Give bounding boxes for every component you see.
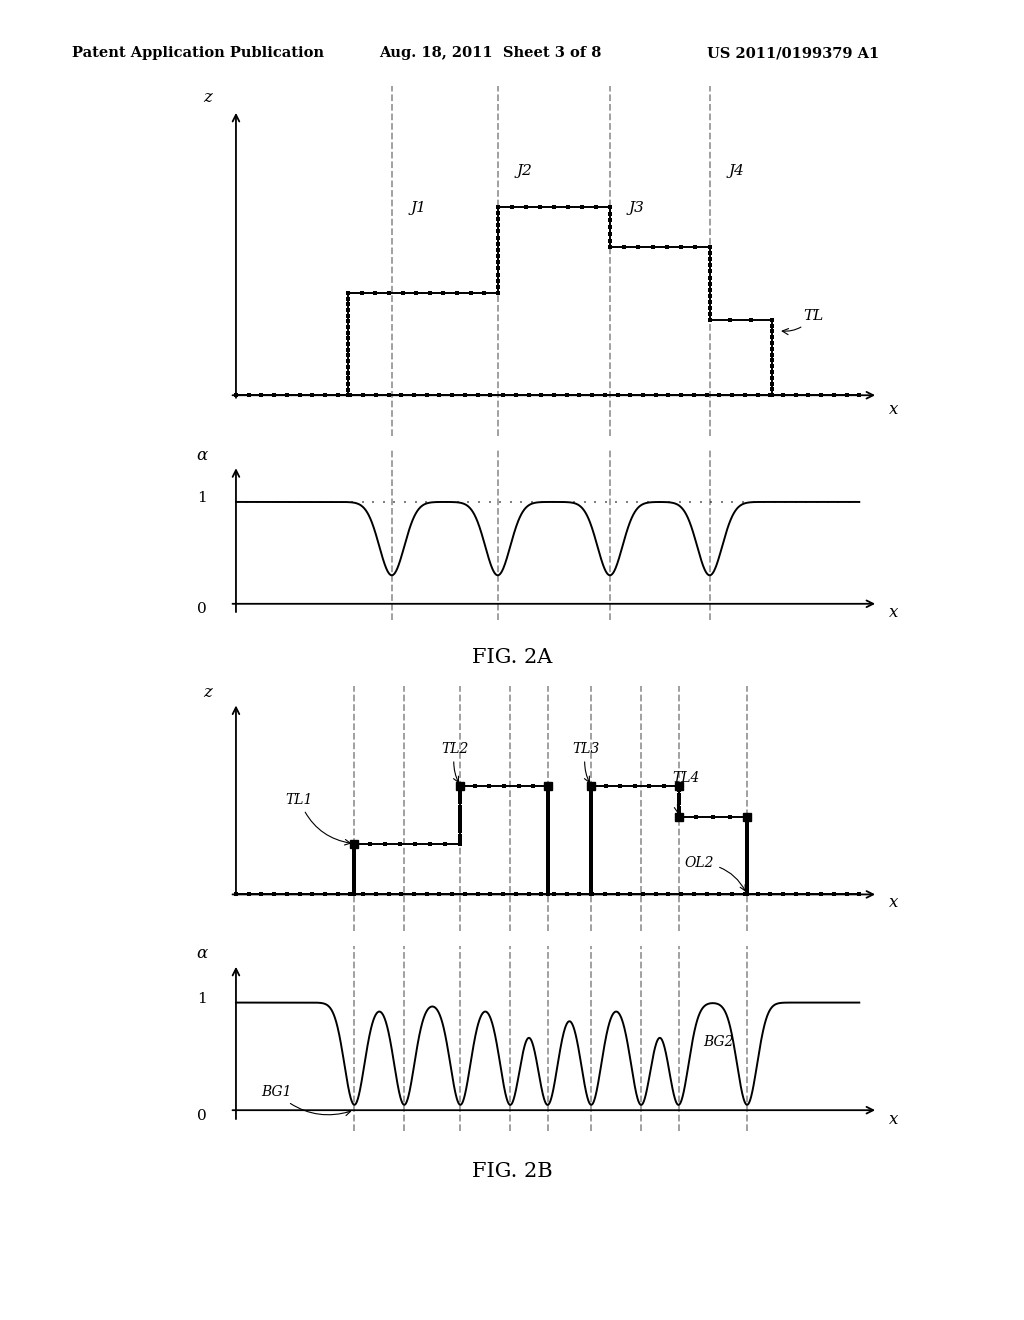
Text: 1: 1 bbox=[197, 491, 207, 506]
Text: US 2011/0199379 A1: US 2011/0199379 A1 bbox=[707, 46, 879, 61]
Text: α: α bbox=[196, 945, 207, 962]
Text: BG1: BG1 bbox=[261, 1085, 350, 1115]
Text: TL2: TL2 bbox=[441, 742, 469, 783]
Text: FIG. 2A: FIG. 2A bbox=[472, 648, 552, 667]
Text: OL2: OL2 bbox=[685, 857, 745, 891]
Text: 0: 0 bbox=[197, 1109, 207, 1122]
Text: x: x bbox=[889, 605, 898, 622]
Text: BG2: BG2 bbox=[703, 1035, 734, 1049]
Text: α: α bbox=[196, 447, 207, 463]
Text: x: x bbox=[889, 894, 898, 911]
Text: x: x bbox=[889, 401, 898, 418]
Text: Patent Application Publication: Patent Application Publication bbox=[72, 46, 324, 61]
Text: 1: 1 bbox=[197, 991, 207, 1006]
Text: J4: J4 bbox=[728, 164, 744, 178]
Text: x: x bbox=[889, 1111, 898, 1129]
Text: z: z bbox=[204, 88, 212, 106]
Text: 0: 0 bbox=[197, 602, 207, 615]
Text: J1: J1 bbox=[411, 201, 426, 215]
Text: TL3: TL3 bbox=[572, 742, 600, 783]
Text: Aug. 18, 2011  Sheet 3 of 8: Aug. 18, 2011 Sheet 3 of 8 bbox=[379, 46, 601, 61]
Text: FIG. 2B: FIG. 2B bbox=[472, 1163, 552, 1181]
Text: TL: TL bbox=[782, 309, 823, 335]
Text: J3: J3 bbox=[629, 201, 644, 215]
Text: J2: J2 bbox=[516, 164, 532, 178]
Text: TL1: TL1 bbox=[286, 793, 350, 845]
Text: TL4: TL4 bbox=[673, 771, 699, 813]
Text: z: z bbox=[204, 684, 212, 701]
